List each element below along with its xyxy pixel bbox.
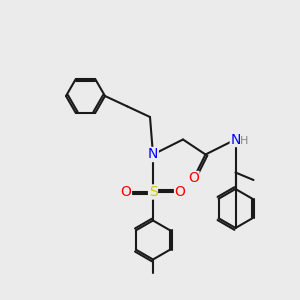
Text: O: O	[175, 185, 185, 199]
Text: N: N	[230, 133, 241, 146]
Text: O: O	[188, 172, 199, 185]
Text: S: S	[148, 185, 158, 199]
Text: N: N	[148, 148, 158, 161]
Text: H: H	[240, 136, 248, 146]
Text: O: O	[121, 185, 131, 199]
